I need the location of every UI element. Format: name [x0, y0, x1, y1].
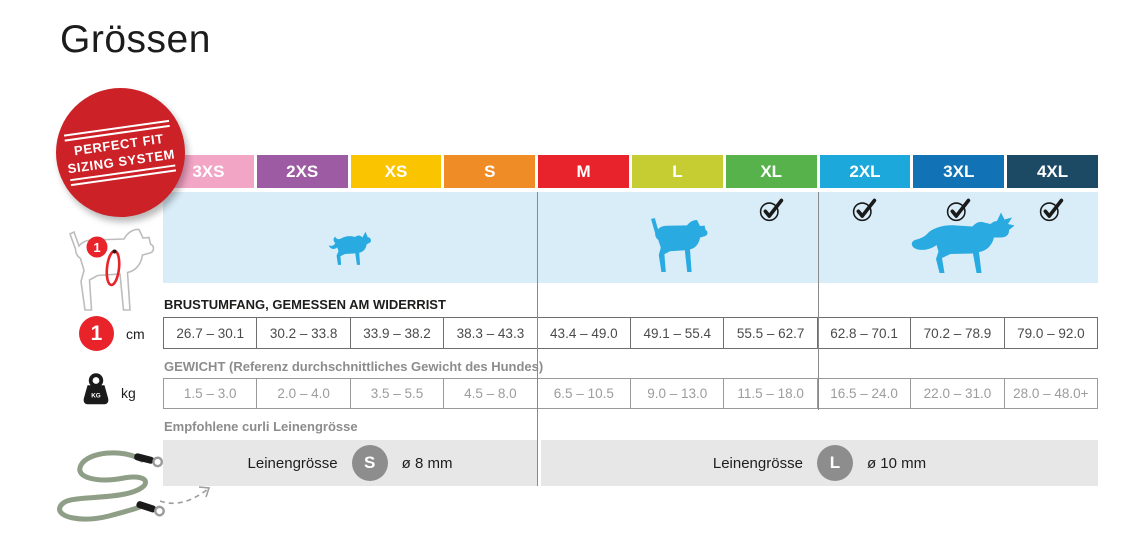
- dog-outline-icon: [69, 228, 155, 311]
- kg-cell-xs: 3.5 – 5.5: [349, 378, 445, 409]
- dashed-arrow-icon: [159, 488, 209, 505]
- chest-row-label: BRUSTUMFANG, GEMESSEN AM WIDERRIST: [164, 297, 446, 312]
- cm-cell-l: 49.1 – 55.4: [630, 317, 725, 349]
- cm-cell-m: 43.4 – 49.0: [536, 317, 632, 349]
- page-title: Grössen: [60, 18, 211, 61]
- leash-size-l-band: Leinengrösse L ø 10 mm: [541, 440, 1098, 486]
- leash-diameter-s: ø 8 mm: [401, 454, 453, 472]
- leash-size-label: Leinengrösse: [247, 454, 338, 472]
- kg-cell-xl: 11.5 – 18.0: [723, 378, 818, 409]
- dashed-arrowhead-icon: [198, 486, 211, 498]
- size-header-row: 3XS 2XS XS S M L XL 2XL 3XL 4XL: [163, 155, 1098, 188]
- marker-1-bubble: [86, 236, 108, 258]
- size-header-xs: XS: [350, 155, 445, 188]
- small-dog-icon: [328, 231, 371, 265]
- leash-illustration: [57, 450, 211, 522]
- kg-cell-3xs: 1.5 – 3.0: [163, 378, 258, 409]
- kg-cell-l: 9.0 – 13.0: [630, 378, 725, 409]
- leash-size-s-band: Leinengrösse S ø 8 mm: [163, 440, 537, 486]
- cm-cell-s: 38.3 – 43.3: [443, 317, 538, 349]
- weight-kettlebell-icon: KG: [83, 373, 109, 405]
- leash-clasp-bottom-icon: [136, 501, 165, 517]
- group-divider-s-m: [537, 192, 538, 486]
- cm-cell-xl: 55.5 – 62.7: [723, 317, 818, 349]
- kg-cell-4xl: 28.0 – 48.0+: [1003, 378, 1099, 409]
- kg-cell-2xs: 2.0 – 4.0: [256, 378, 351, 409]
- svg-text:1: 1: [93, 240, 100, 255]
- large-dog-icon: [911, 212, 1015, 273]
- checkmark-xl-icon: [759, 198, 784, 222]
- size-header-s: S: [444, 155, 539, 188]
- measure-dog-illustration: 1: [69, 228, 155, 311]
- medium-dog-icon: [651, 218, 708, 272]
- size-header-l: L: [631, 155, 726, 188]
- size-header-3xs: 3XS: [163, 155, 257, 188]
- leash-row-label: Empfohlene curli Leinengrösse: [164, 419, 358, 434]
- measure-step-1-badge: 1: [79, 316, 114, 351]
- leash-diameter-l: ø 10 mm: [866, 454, 927, 472]
- size-header-2xl: 2XL: [819, 155, 914, 188]
- group-divider-xl-2xl: [818, 192, 819, 410]
- leash-rope-icon: [57, 450, 148, 522]
- weight-values-row: 1.5 – 3.0 2.0 – 4.0 3.5 – 5.5 4.5 – 8.0 …: [163, 378, 1099, 409]
- perfect-fit-badge: PERFECT FIT SIZING SYSTEM: [56, 88, 185, 217]
- size-header-2xs: 2XS: [256, 155, 351, 188]
- cm-cell-4xl: 79.0 – 92.0: [1003, 317, 1099, 349]
- leash-size-l-badge: L: [816, 445, 853, 481]
- kg-cell-s: 4.5 – 8.0: [443, 378, 538, 409]
- checkmark-4xl-icon: [1039, 198, 1064, 222]
- cm-cell-3xl: 70.2 – 78.9: [910, 317, 1005, 349]
- kg-cell-2xl: 16.5 – 24.0: [816, 378, 912, 409]
- leash-clasp-top-icon: [134, 453, 164, 468]
- size-header-xl: XL: [725, 155, 820, 188]
- svg-text:KG: KG: [91, 392, 101, 399]
- size-table: 3XS 2XS XS S M L XL 2XL 3XL 4XL: [163, 155, 1099, 535]
- ring-dot-icon: [112, 249, 117, 254]
- cm-cell-xs: 33.9 – 38.2: [349, 317, 445, 349]
- cm-cell-2xl: 62.8 – 70.1: [816, 317, 912, 349]
- size-header-m: M: [538, 155, 632, 188]
- leash-size-s-badge: S: [351, 445, 388, 481]
- kg-cell-3xl: 22.0 – 31.0: [910, 378, 1005, 409]
- perfect-fit-badge-text: PERFECT FIT SIZING SYSTEM: [63, 117, 178, 188]
- cm-cell-2xs: 30.2 – 33.8: [256, 317, 351, 349]
- leash-size-label: Leinengrösse: [712, 454, 803, 472]
- weight-row-label: GEWICHT (Referenz durchschnittliches Gew…: [164, 359, 544, 374]
- checkmark-2xl-icon: [852, 198, 877, 222]
- cm-cell-3xs: 26.7 – 30.1: [163, 317, 258, 349]
- chest-values-row: 26.7 – 30.1 30.2 – 33.8 33.9 – 38.2 38.3…: [163, 317, 1099, 349]
- kg-unit-label: kg: [121, 385, 136, 401]
- cm-unit-label: cm: [126, 326, 145, 342]
- checkmark-3xl-icon: [946, 198, 971, 222]
- size-header-4xl: 4XL: [1007, 155, 1098, 188]
- kg-cell-m: 6.5 – 10.5: [536, 378, 632, 409]
- size-header-3xl: 3XL: [913, 155, 1008, 188]
